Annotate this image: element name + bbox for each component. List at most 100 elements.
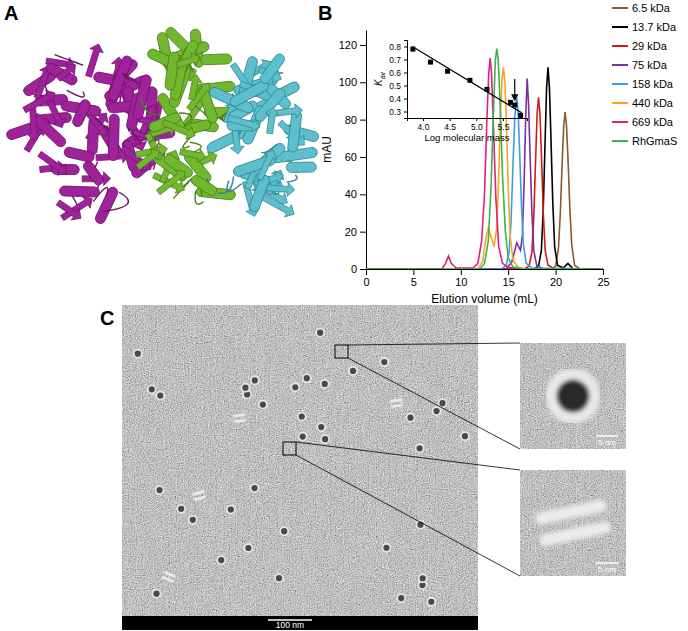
tick-label: 40 <box>345 188 357 200</box>
tick: 0.7 <box>389 55 407 65</box>
particle <box>461 432 469 440</box>
helix <box>287 110 302 153</box>
zoom-connector <box>296 455 520 576</box>
tick: 20 <box>345 226 366 238</box>
inset-y-axis-title: Kav <box>373 71 386 86</box>
particle <box>156 392 164 400</box>
zoom-view: 5 nm <box>520 470 626 576</box>
legend-swatch <box>612 45 628 47</box>
tick: 40 <box>345 188 366 200</box>
point <box>518 113 523 118</box>
particle <box>152 590 160 598</box>
tick: 4.0 <box>418 118 430 132</box>
tick-label: 0.4 <box>389 94 401 104</box>
tick-mark <box>360 194 366 195</box>
particle <box>390 398 403 408</box>
figure: ABC0510152025020406080100120Elution volu… <box>0 0 688 631</box>
tick-label: 0.8 <box>389 42 401 52</box>
legend-label: 440 kDa <box>632 97 674 109</box>
zoom-scale-bar <box>596 562 618 564</box>
inset-x-axis-title: Log molecular mass <box>424 132 509 143</box>
helix <box>258 52 286 85</box>
zoom-connector <box>296 442 520 470</box>
strand <box>259 191 297 221</box>
particle <box>148 385 156 393</box>
tick-mark <box>413 269 414 275</box>
inset-plot-area <box>410 47 523 118</box>
series-line <box>366 67 603 269</box>
tick-mark <box>476 118 477 121</box>
legend-label: 75 kDa <box>632 59 668 71</box>
tick: 4.5 <box>444 118 456 132</box>
strand <box>174 50 202 72</box>
zoom-marker <box>335 345 348 358</box>
protein-domain <box>205 52 319 220</box>
zoom-marker <box>283 442 296 455</box>
particle <box>321 435 329 443</box>
particle <box>416 444 424 452</box>
tick: 0.4 <box>389 94 407 104</box>
tick-label: 120 <box>339 39 357 51</box>
particle <box>177 505 185 513</box>
tick-mark <box>508 269 509 275</box>
tick-label: 0.7 <box>389 55 401 65</box>
tick: 0.5 <box>389 81 407 91</box>
loop <box>287 175 298 182</box>
panel-label: A <box>4 2 18 24</box>
tick-mark <box>360 120 366 121</box>
tick-label: 100 <box>339 76 357 88</box>
tick: 5.5 <box>498 118 510 132</box>
series-line <box>366 49 603 269</box>
particle <box>303 374 311 382</box>
helix <box>189 173 218 197</box>
strand <box>226 111 262 133</box>
fit-line <box>412 47 521 113</box>
legend-swatch <box>612 7 628 9</box>
strand <box>21 87 59 116</box>
particle <box>189 516 197 524</box>
loop <box>218 176 233 193</box>
legend-label: 29 kDa <box>632 40 668 52</box>
legend-label: RhGmaS <box>632 135 677 147</box>
tick-label: 80 <box>345 114 357 126</box>
protein-structure <box>5 26 319 226</box>
inset: 4.04.55.05.50.30.40.50.60.70.8Log molecu… <box>373 41 528 144</box>
micrograph: 100 nm5 nm5 nm <box>122 305 626 630</box>
x-axis: 0510152025 <box>363 269 609 288</box>
legend-swatch <box>612 64 628 66</box>
particle <box>227 506 235 514</box>
arrow <box>514 79 515 100</box>
particle <box>427 598 435 606</box>
tick-mark <box>556 269 557 275</box>
tick-label: 25 <box>597 276 609 288</box>
strand <box>82 42 105 79</box>
particle <box>251 484 259 492</box>
legend-entry: 669 kDa <box>612 116 674 128</box>
strand <box>179 145 207 164</box>
point <box>508 100 513 105</box>
strand <box>228 129 245 155</box>
tick-label: 5.0 <box>471 122 483 132</box>
tick: 0 <box>363 269 369 288</box>
particle <box>438 399 446 407</box>
tick-mark <box>360 82 366 83</box>
legend-swatch <box>612 26 628 28</box>
loop <box>55 55 83 65</box>
loop <box>103 192 128 211</box>
helix <box>59 186 99 197</box>
helix <box>108 114 119 161</box>
zoom-scale-bar <box>596 435 618 437</box>
tick-label: 4.0 <box>418 122 430 132</box>
particle <box>259 401 267 409</box>
series-line <box>366 67 603 269</box>
legend-entry: 158 kDa <box>612 78 674 90</box>
tick: 5 <box>411 269 417 288</box>
loop <box>141 100 160 115</box>
protein-domain <box>133 26 240 205</box>
particle <box>380 358 388 366</box>
legend-swatch <box>612 83 628 85</box>
loop <box>67 90 85 97</box>
tick-label: 0.3 <box>389 107 401 117</box>
inset-y-axis: 0.30.40.50.60.70.8 <box>389 41 407 119</box>
particle <box>349 367 357 375</box>
